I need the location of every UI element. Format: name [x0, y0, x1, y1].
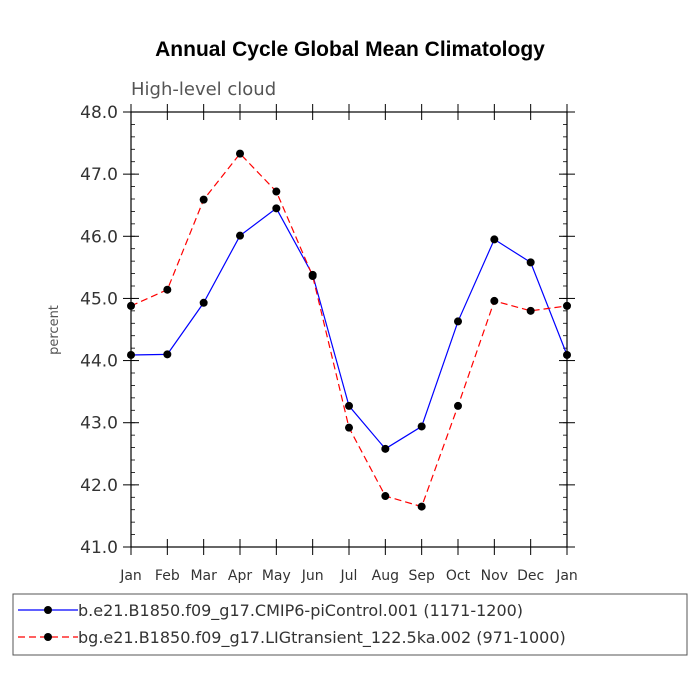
- data-point-s1: [381, 444, 390, 453]
- series-line-2: [130, 152, 568, 508]
- legend-label-1: b.e21.B1850.f09_g17.CMIP6-piControl.001 …: [78, 601, 523, 621]
- data-point-s1: [454, 317, 462, 326]
- plot-border: [130, 111, 568, 548]
- data-point-s1: [417, 422, 426, 431]
- x-tick-label: Jul: [340, 568, 358, 584]
- data-point-s1: [163, 350, 172, 359]
- data-point-s2: [381, 492, 390, 501]
- chart-title: Annual Cycle Global Mean Climatology: [155, 38, 545, 61]
- data-point-s2: [127, 301, 135, 310]
- x-tick-label: Jun: [301, 568, 324, 584]
- legend-box: [12, 593, 688, 656]
- plot-frame: Jan Feb Mar Apr May Jun Jul Aug Sep Oct Nov Dec Jan4…: [80, 103, 578, 584]
- legend-marker-2: [44, 633, 52, 641]
- y-tick-label: 44.0: [80, 352, 118, 372]
- y-tick-label: 43.0: [80, 414, 118, 434]
- y-axis-label: percent: [47, 305, 62, 355]
- y-tick-label: 41.0: [80, 538, 118, 558]
- x-tick-label: Nov: [481, 568, 508, 584]
- data-point-s2: [417, 502, 426, 511]
- data-point-s1: [236, 231, 244, 240]
- x-tick-label: Dec: [517, 568, 544, 584]
- series-layer: [127, 149, 571, 511]
- data-point-s2: [526, 306, 535, 315]
- data-point-s2: [563, 301, 571, 310]
- x-tick-label: Feb: [155, 568, 180, 584]
- x-tick-label: Jan: [555, 568, 578, 584]
- y-tick-label: 47.0: [80, 165, 118, 185]
- chart-subtitle: High-level cloud: [131, 79, 276, 100]
- data-point-s2: [272, 187, 281, 196]
- data-point-s2: [490, 296, 499, 305]
- data-point-s2: [308, 272, 317, 281]
- legend-label-2: bg.e21.B1850.f09_g17.LIGtransient_122.5k…: [78, 628, 566, 648]
- y-tick-label: 42.0: [80, 476, 118, 496]
- x-tick-label: Jan: [119, 568, 142, 584]
- x-tick-label: Mar: [190, 568, 217, 584]
- data-point-s2: [199, 195, 208, 204]
- data-point-s2: [345, 423, 353, 432]
- y-tick-label: 48.0: [80, 103, 118, 123]
- data-point-s1: [345, 401, 353, 410]
- data-point-s1: [127, 350, 135, 359]
- x-tick-label: Sep: [408, 568, 435, 584]
- x-tick-label: Aug: [372, 568, 399, 584]
- y-tick-label: 45.0: [80, 289, 118, 309]
- data-point-s2: [454, 401, 462, 410]
- legend-marker-1: [44, 606, 52, 614]
- legend: b.e21.B1850.f09_g17.CMIP6-piControl.001 …: [12, 593, 688, 656]
- data-point-s1: [563, 350, 571, 359]
- x-tick-label: Apr: [228, 568, 252, 584]
- data-point-s2: [236, 149, 244, 158]
- x-tick-label: Oct: [446, 568, 471, 584]
- y-tick-label: 46.0: [80, 227, 118, 247]
- data-point-s1: [272, 204, 281, 213]
- data-point-s1: [199, 298, 208, 307]
- data-point-s2: [163, 285, 172, 294]
- data-point-s1: [526, 258, 535, 267]
- data-point-s1: [490, 235, 499, 244]
- x-tick-label: May: [262, 568, 291, 584]
- series-line-1: [130, 207, 568, 450]
